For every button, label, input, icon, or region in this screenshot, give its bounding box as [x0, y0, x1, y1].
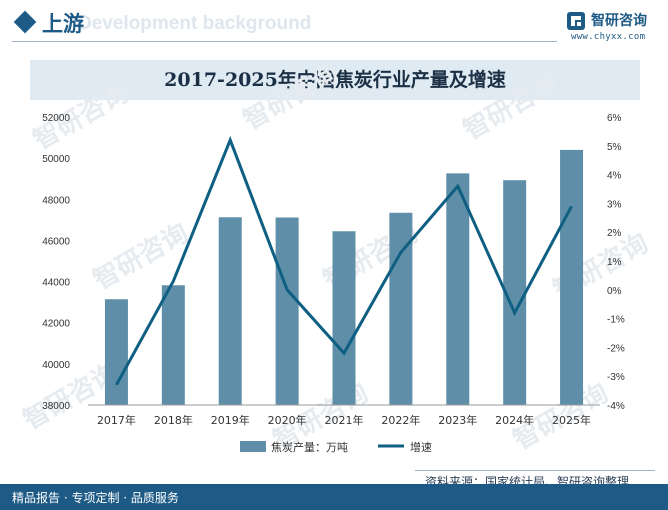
y-left-tick-label: 44000 [42, 278, 70, 289]
x-tick-label: 2019年 [211, 413, 250, 427]
y-left-tick-label: 40000 [42, 360, 70, 371]
y-left-tick-label: 48000 [42, 195, 70, 206]
x-tick-label: 2022年 [381, 413, 420, 427]
header-background-text: Development background [78, 13, 312, 34]
x-tick-label: 2024年 [495, 413, 534, 427]
bar-2019年 [218, 217, 242, 405]
y-right-tick-label: 2% [607, 228, 622, 239]
watermark-text: 智研咨询 [88, 217, 194, 296]
header: Development background 上游 智研咨询 www.chyxx… [0, 0, 668, 48]
bar-2018年 [161, 285, 185, 405]
x-tick-label: 2025年 [552, 413, 591, 427]
y-right-tick-label: 1% [607, 257, 622, 268]
brand-logo-icon [567, 12, 585, 30]
y-right-tick-label: 3% [607, 199, 622, 210]
y-right-tick-label: -4% [607, 401, 625, 412]
bar-2024年 [503, 180, 527, 405]
y-left-tick-label: 50000 [42, 154, 70, 165]
legend-line-label: 增速 [410, 440, 432, 454]
x-tick-label: 2020年 [268, 413, 307, 427]
y-right-tick-label: -1% [607, 315, 625, 326]
y-right-tick-label: -3% [607, 372, 625, 383]
x-tick-label: 2018年 [154, 413, 193, 427]
bar-2023年 [446, 173, 470, 405]
footer-divider [415, 470, 655, 471]
y-right-tick-label: -2% [607, 343, 625, 354]
y-right-tick-label: 4% [607, 171, 622, 182]
x-tick-label: 2021年 [325, 413, 364, 427]
chart-title-band: 2017-2025年中国焦炭行业产量及增速 [30, 60, 640, 100]
x-tick-label: 2023年 [438, 413, 477, 427]
y-right-tick-label: 5% [607, 142, 622, 153]
footer-bar [0, 484, 668, 510]
chart-title: 2017-2025年中国焦炭行业产量及增速 [164, 69, 506, 91]
bar-series [104, 149, 584, 405]
y-axis-right: -4% -3% -2% -1% 0% 1% 2% 3% 4% 5% 6% [607, 113, 625, 412]
bar-2020年 [275, 217, 299, 405]
y-right-tick-label: 6% [607, 113, 622, 124]
section-title: 上游 [42, 12, 84, 36]
y-left-tick-label: 42000 [42, 319, 70, 330]
legend: 焦炭产量：万吨 增速 [240, 440, 432, 454]
x-tick-label: 2017年 [97, 413, 136, 427]
y-left-tick-label: 52000 [42, 113, 70, 124]
watermark-text: 智研咨询 [458, 67, 564, 146]
y-axis-left: 38000 40000 42000 44000 46000 48000 50000 52000 [42, 113, 70, 412]
x-axis: 2017年 2018年 2019年 2020年 2021年 2022年 2023年 2024年… [88, 404, 600, 427]
bar-2021年 [332, 231, 356, 405]
legend-bar-label: 焦炭产量：万吨 [271, 440, 348, 454]
brand-name: 智研咨询 [591, 13, 647, 29]
line-series [115, 135, 573, 386]
y-right-tick-label: 0% [607, 286, 622, 297]
brand-url: www.chyxx.com [571, 32, 646, 42]
footer-slogan: 精品报告 · 专项定制 · 品质服务 [12, 491, 179, 505]
y-left-tick-label: 46000 [42, 236, 70, 247]
watermark-text: 智研咨询 [238, 57, 344, 136]
legend-bar-swatch [240, 441, 266, 452]
bar-2025年 [560, 149, 584, 405]
bar-2017年 [104, 299, 128, 405]
header-divider [12, 41, 557, 42]
y-left-tick-label: 38000 [42, 401, 70, 412]
